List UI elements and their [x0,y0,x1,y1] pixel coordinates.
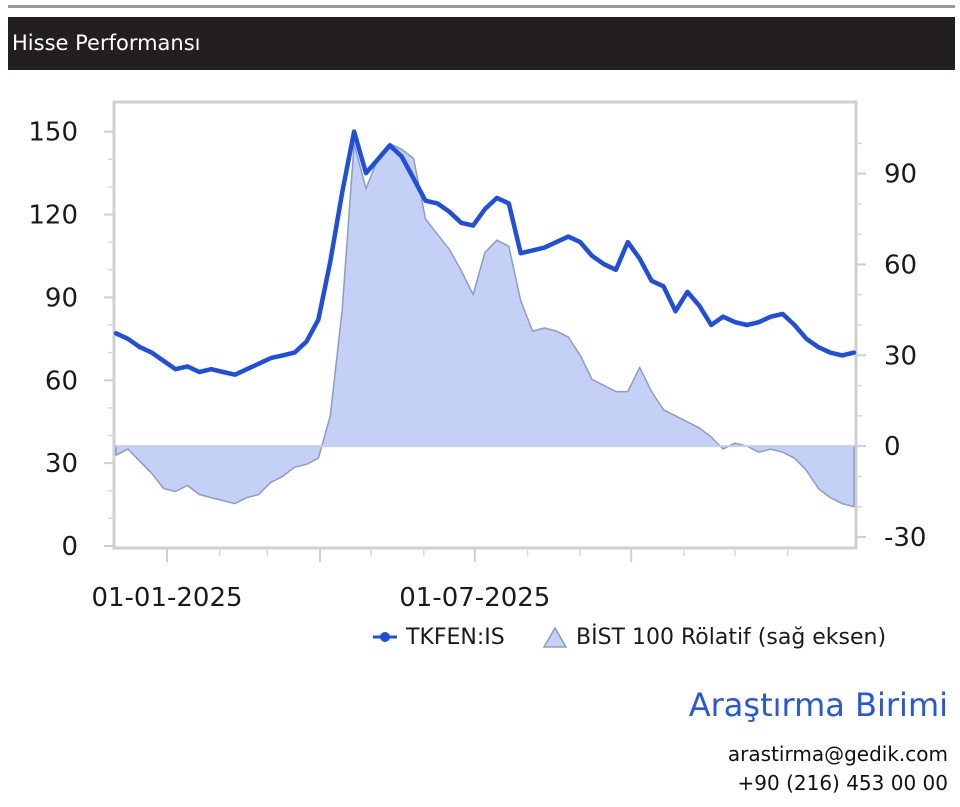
legend-area-marker-icon [542,626,568,648]
series-line-tkfen [113,129,857,377]
performance-chart: 0 30 60 90 120 150 -30 0 30 60 90 01-01-2025 01-07… [28,100,926,613]
left-tick-label: 30 [45,449,78,479]
left-axis: 0 30 60 90 120 150 [28,118,114,562]
left-tick-label: 0 [61,532,78,562]
section-header-bar [8,17,955,70]
legend-label-tkfen: TKFEN:IS [406,624,505,650]
left-tick-label: 120 [28,201,78,231]
right-tick-label: -30 [884,523,926,553]
legend-label-bist100: BİST 100 Rölatif (sağ eksen) [576,624,887,650]
legend-item-bist100: BİST 100 Rölatif (sağ eksen) [542,622,886,652]
contact-phone: +90 (216) 453 00 00 [737,771,949,795]
contact-email[interactable]: arastirma@gedik.com [727,742,948,766]
right-tick-label: 60 [884,250,917,280]
top-rule [8,5,955,8]
legend-line-marker-icon [373,632,397,642]
right-axis: -30 0 30 60 90 [856,142,926,553]
x-axis: 01-01-2025 01-07-2025 [91,548,789,613]
legend-item-tkfen: TKFEN:IS [372,622,505,652]
right-tick-label: 30 [884,341,917,371]
right-tick-label: 90 [884,160,917,190]
research-unit-name: Araştırma Birimi [688,686,948,724]
x-tick-label: 01-01-2025 [91,583,242,613]
section-title: Hisse Performansı [12,31,201,55]
left-tick-label: 60 [45,366,78,396]
right-tick-label: 0 [884,432,901,462]
series-area-bist100-relative [115,142,855,508]
left-tick-label: 90 [45,283,78,313]
x-tick-label: 01-07-2025 [399,583,550,613]
left-tick-label: 150 [28,118,78,148]
